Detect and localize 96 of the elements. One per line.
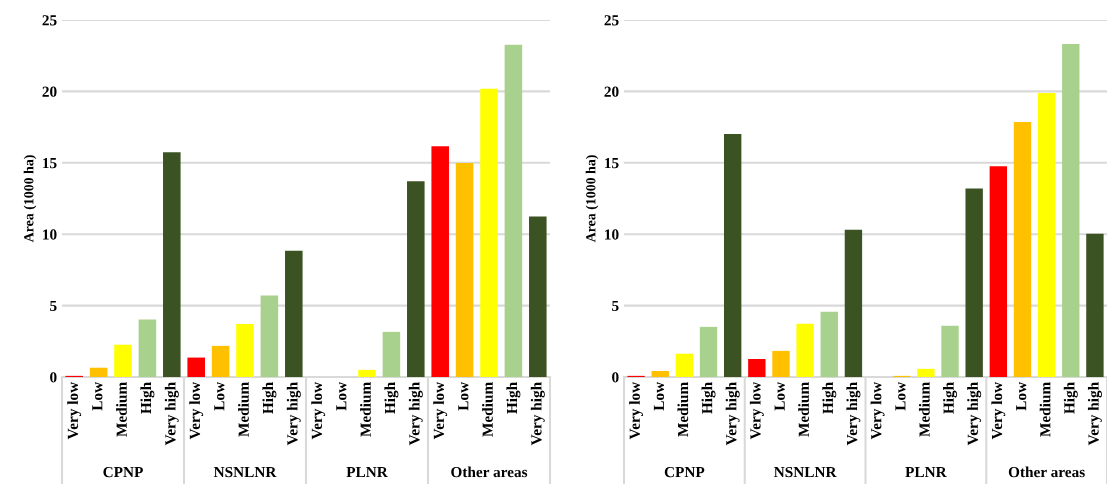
x-tick-label: Medium bbox=[677, 382, 689, 437]
bar bbox=[504, 44, 523, 377]
y-tick-label: 0 bbox=[50, 372, 57, 383]
x-tick-label: Very low bbox=[991, 381, 1006, 440]
bar bbox=[844, 229, 863, 377]
y-tick-label: 0 bbox=[612, 372, 619, 383]
x-tick-label: High bbox=[1063, 382, 1078, 414]
x-tick-label: Low bbox=[92, 381, 103, 411]
y-tick-label: 15 bbox=[43, 158, 57, 169]
text: NSNLNR bbox=[774, 466, 837, 478]
x-tick-label: Medium bbox=[482, 382, 493, 437]
bar bbox=[941, 325, 959, 377]
bar bbox=[748, 359, 766, 377]
x-tick-label: High bbox=[262, 382, 277, 414]
x-tick-label: Low bbox=[774, 381, 785, 411]
bar bbox=[358, 369, 376, 377]
x-tick-label: Low bbox=[458, 381, 469, 411]
x-tick-label: Very low bbox=[629, 381, 644, 440]
text: Other areas bbox=[1008, 466, 1085, 478]
bar bbox=[187, 357, 205, 377]
x-tick-label: Low bbox=[895, 381, 906, 411]
text: CPNP bbox=[103, 466, 143, 478]
x-tick-label: Medium bbox=[918, 382, 930, 437]
bar bbox=[1013, 122, 1032, 377]
x-tick-label: High bbox=[701, 382, 716, 414]
y-axis-title: Area (1000 ha) bbox=[585, 155, 599, 243]
text: CPNP bbox=[664, 466, 705, 478]
bar bbox=[114, 344, 132, 377]
x-tick-label: High bbox=[943, 382, 958, 414]
bar bbox=[796, 323, 814, 377]
x-tick-label: Medium bbox=[116, 382, 127, 437]
text: PLNR bbox=[346, 467, 388, 478]
x-tick-label: Medium bbox=[1039, 382, 1051, 437]
bar bbox=[723, 134, 742, 377]
x-tick-label: High bbox=[822, 382, 837, 414]
bar bbox=[260, 295, 279, 377]
x-tick-label: Medium bbox=[238, 382, 249, 437]
bar bbox=[431, 146, 449, 377]
text: PLNR bbox=[905, 467, 947, 478]
y-tick-label: 5 bbox=[50, 300, 57, 312]
x-tick-label: Very high bbox=[408, 382, 423, 446]
y-tick-label: 10 bbox=[605, 229, 619, 240]
y-tick-label: 15 bbox=[605, 158, 619, 169]
x-tick-label: Very high bbox=[164, 382, 179, 446]
x-tick-label: Very low bbox=[870, 381, 885, 440]
x-tick-label: High bbox=[506, 382, 521, 414]
bar bbox=[407, 181, 425, 377]
bar bbox=[820, 311, 838, 377]
bar bbox=[1086, 233, 1104, 377]
x-tick-label: Very high bbox=[286, 382, 301, 446]
bar bbox=[529, 216, 547, 377]
bar bbox=[285, 250, 303, 377]
x-tick-label: High bbox=[384, 382, 399, 414]
bar bbox=[480, 88, 498, 377]
x-tick-label: Very low bbox=[189, 381, 204, 440]
x-tick-label: Very high bbox=[846, 382, 861, 446]
x-tick-label: Very high bbox=[967, 382, 982, 446]
x-tick-label: Low bbox=[214, 381, 225, 411]
x-tick-label: Low bbox=[1016, 381, 1027, 411]
bar bbox=[989, 166, 1008, 377]
y-tick-label: 10 bbox=[43, 229, 57, 240]
bar bbox=[211, 345, 230, 377]
x-tick-label: Very high bbox=[530, 382, 545, 446]
x-tick-label: Very low bbox=[67, 381, 82, 440]
bar bbox=[675, 353, 694, 377]
x-tick-label: Very low bbox=[311, 381, 326, 440]
x-tick-label: Very low bbox=[749, 381, 764, 440]
y-axis-title: Area (1000 ha) bbox=[23, 155, 37, 243]
bar bbox=[651, 371, 669, 377]
bar bbox=[163, 152, 181, 377]
bar bbox=[699, 326, 718, 377]
bar bbox=[965, 188, 983, 377]
text: NSNLNR bbox=[213, 466, 277, 478]
bar bbox=[138, 319, 157, 377]
y-tick-label: 5 bbox=[612, 300, 619, 312]
bar bbox=[917, 368, 935, 377]
text: Other areas bbox=[451, 466, 528, 478]
x-tick-label: Low bbox=[653, 381, 665, 411]
x-tick-label: Very high bbox=[1087, 382, 1102, 446]
bar bbox=[1037, 93, 1056, 377]
bar bbox=[382, 331, 401, 377]
y-tick-label: 25 bbox=[42, 15, 57, 26]
x-tick-label: High bbox=[140, 382, 155, 414]
x-tick-label: Medium bbox=[798, 382, 809, 437]
bar bbox=[89, 367, 108, 377]
y-tick-label: 20 bbox=[604, 86, 619, 97]
x-tick-label: Low bbox=[336, 381, 347, 411]
bar bbox=[772, 350, 790, 377]
bar bbox=[236, 324, 254, 377]
x-tick-label: Very high bbox=[725, 382, 740, 446]
bar bbox=[1062, 43, 1080, 377]
x-tick-label: Medium bbox=[360, 382, 371, 437]
bar bbox=[455, 163, 474, 377]
x-tick-label: Very low bbox=[433, 381, 448, 440]
y-tick-label: 20 bbox=[42, 86, 57, 97]
y-tick-label: 25 bbox=[604, 15, 619, 26]
